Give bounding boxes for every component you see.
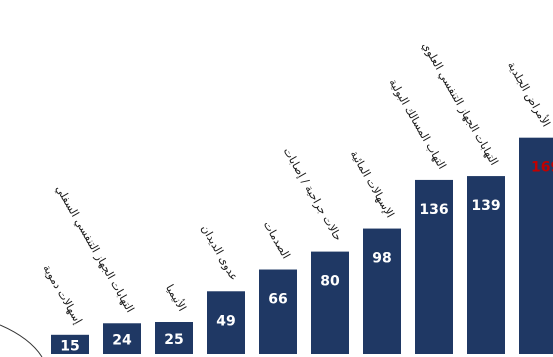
bar-4 [207, 291, 245, 354]
bar-value-label: 15 [60, 338, 79, 354]
bar-10 [519, 137, 553, 354]
bar-8 [415, 179, 453, 354]
bar-value-label: 25 [164, 332, 183, 348]
category-label: عدوى الديدان [198, 223, 240, 283]
bar-9 [467, 176, 505, 354]
category-label: التهاب المسالك البولية [386, 77, 448, 172]
bar-1 [51, 334, 89, 354]
category-label: حالات جراحية / إصابات [281, 145, 345, 243]
bar-value-label: 169 [531, 160, 553, 176]
bar-2 [103, 323, 141, 354]
category-label: إسهالات دموية [40, 262, 84, 326]
bar-value-label: 139 [471, 198, 500, 214]
category-label: الأنيميا [163, 282, 189, 314]
bar-value-label: 66 [268, 292, 287, 308]
category-label: الإسهالات المائية [348, 148, 397, 220]
bar-5 [259, 269, 297, 354]
bars-group [51, 137, 553, 354]
bar-value-label: 136 [419, 202, 448, 218]
bar-7 [363, 228, 401, 354]
bar-value-label: 98 [372, 251, 391, 267]
bar-value-label: 80 [320, 274, 340, 290]
decorative-curve [0, 324, 43, 357]
category-label: الأمراض الجلدية [505, 59, 553, 129]
bar-3 [155, 322, 193, 354]
category-label: الصدمات [261, 219, 293, 261]
bar-value-label: 49 [216, 313, 235, 329]
bar-value-label: 24 [112, 333, 132, 349]
bar-6 [311, 251, 349, 354]
value-labels-group: 15 24 25 49 66 80 98 136 139 169 [60, 160, 553, 355]
